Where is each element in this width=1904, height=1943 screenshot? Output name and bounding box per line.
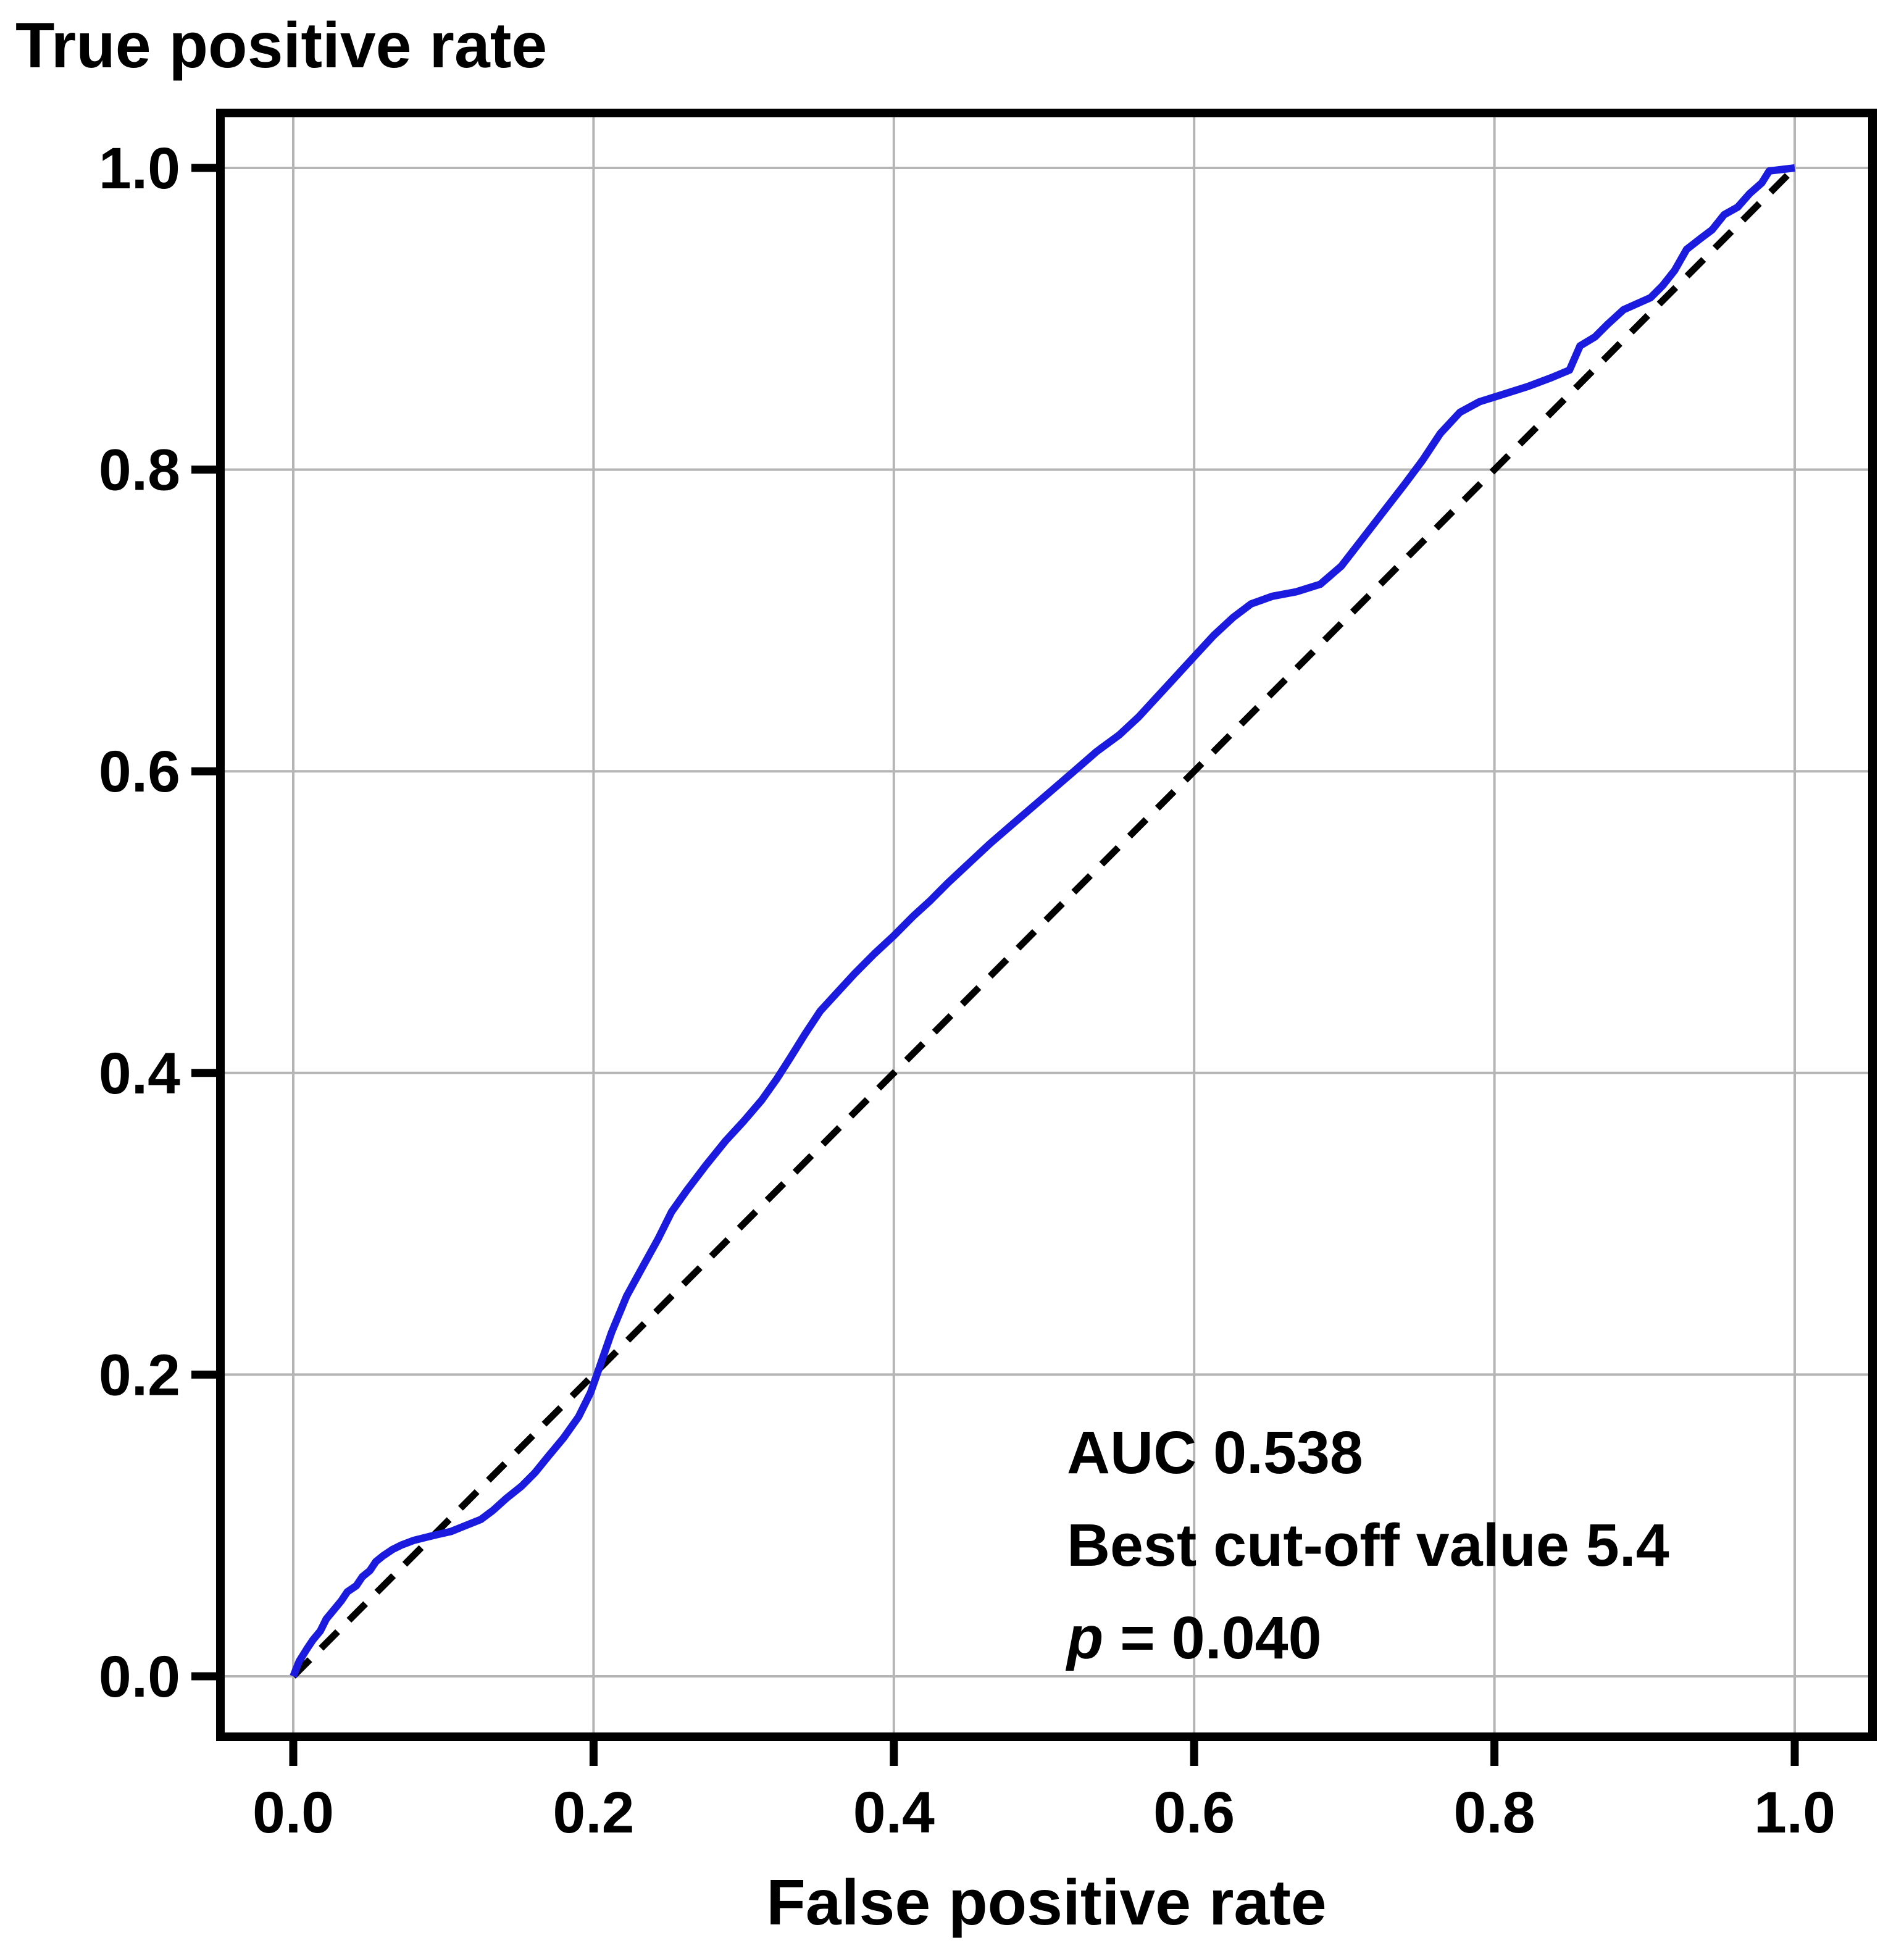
y-axis-title: True positive rate: [15, 10, 548, 81]
y-tick-label: 0.2: [99, 1342, 180, 1408]
roc-curve-line: [290, 164, 1795, 1678]
x-tick-label: 0.4: [853, 1780, 935, 1845]
plot-border: [216, 109, 1877, 1741]
auc-text: AUC 0.538: [1067, 1419, 1363, 1486]
x-tick-label: 0.6: [1153, 1780, 1235, 1845]
x-tick-label: 1.0: [1754, 1780, 1835, 1845]
y-tick-label: 0.4: [99, 1041, 180, 1106]
p-symbol: p: [1067, 1604, 1104, 1671]
x-tick-label: 0.8: [1454, 1780, 1535, 1845]
y-tick-label: 1.0: [99, 136, 180, 201]
p-value-rest: = 0.040: [1103, 1604, 1322, 1671]
x-tick-label: 0.0: [253, 1780, 334, 1845]
y-tick-label: 0.0: [99, 1644, 180, 1710]
stats-annotation: AUC 0.538 Best cut-off value 5.4 p = 0.0…: [1067, 1406, 1669, 1684]
cutoff-text: Best cut-off value 5.4: [1067, 1511, 1669, 1579]
y-tick-label: 0.8: [99, 438, 180, 503]
p-value-text: p = 0.040: [1067, 1592, 1669, 1684]
plot-background: [220, 113, 1873, 1737]
x-axis-title: False positive rate: [766, 1867, 1327, 1939]
x-tick-label: 0.2: [553, 1780, 634, 1845]
y-tick-label: 0.6: [99, 739, 180, 804]
